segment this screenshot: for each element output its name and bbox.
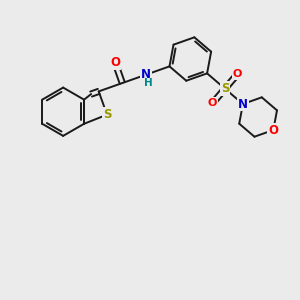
- Text: O: O: [110, 56, 120, 70]
- Text: S: S: [221, 82, 229, 95]
- Text: O: O: [208, 98, 217, 108]
- Text: O: O: [233, 69, 242, 79]
- Text: N: N: [141, 68, 151, 81]
- Text: N: N: [238, 98, 248, 110]
- Text: S: S: [103, 108, 111, 121]
- Text: H: H: [145, 78, 153, 88]
- Text: O: O: [268, 124, 278, 136]
